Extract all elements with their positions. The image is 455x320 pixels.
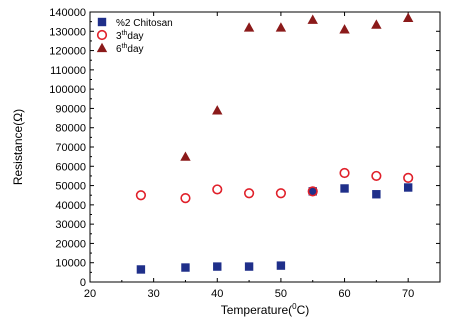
data-point — [307, 186, 318, 197]
data-point — [307, 14, 318, 24]
data-point — [339, 24, 350, 34]
x-tick-label: 70 — [402, 288, 414, 300]
y-tick-label: 80000 — [55, 123, 86, 135]
y-tick-label: 50000 — [55, 181, 86, 193]
data-point — [243, 22, 255, 32]
legend-entry-tail: day — [127, 44, 143, 55]
data-point — [180, 151, 191, 161]
data-point — [403, 183, 413, 192]
data-point — [243, 188, 255, 199]
y-tick-label: 70000 — [55, 142, 86, 154]
legend-marker — [97, 17, 107, 27]
data-point — [275, 188, 287, 199]
x-axis-label: Temperature(0C) — [221, 302, 310, 317]
x-tick-label: 20 — [84, 288, 96, 300]
y-tick-label: 90000 — [55, 103, 86, 115]
data-point — [339, 167, 350, 179]
legend-marker — [96, 42, 108, 53]
legend-entry-superscript: th — [122, 43, 128, 50]
y-tick-label: 30000 — [55, 219, 86, 231]
data-point — [308, 187, 317, 196]
data-point — [244, 262, 254, 271]
y-tick-label: 130000 — [49, 26, 86, 38]
y-tick-label: 100000 — [49, 84, 86, 96]
data-point — [181, 263, 190, 272]
legend-entry: %2 Chitosan — [116, 18, 173, 29]
y-tick-label: 0 — [80, 277, 86, 289]
legend-entry-main: %2 Chitosan — [116, 18, 173, 29]
x-axis-label-tail: C) — [297, 303, 310, 317]
y-tick-label: 110000 — [50, 65, 86, 77]
y-tick-label: 140000 — [49, 7, 86, 19]
y-tick-label: 20000 — [55, 238, 86, 250]
legend-entry-main: 3 — [116, 31, 122, 42]
data-point — [213, 262, 222, 271]
x-tick-label: 40 — [211, 288, 223, 300]
data-point — [180, 193, 191, 204]
x-tick-label: 60 — [338, 288, 350, 300]
x-tick-label: 30 — [148, 288, 160, 300]
series-2 — [180, 12, 414, 161]
data-point — [403, 172, 414, 183]
legend-marker — [96, 29, 108, 41]
data-point — [371, 170, 382, 182]
data-point — [135, 190, 147, 201]
x-axis-label-superscript: 0 — [292, 302, 297, 311]
series-1 — [135, 167, 414, 204]
data-point — [275, 22, 287, 32]
data-point — [276, 261, 286, 270]
data-point — [371, 19, 382, 29]
legend-entry-superscript: th — [122, 30, 128, 37]
y-axis-label: Resistance(Ω) — [11, 109, 25, 185]
data-point — [372, 190, 381, 199]
legend-entry-tail: day — [127, 31, 143, 42]
x-axis-label-main: Temperature( — [221, 303, 292, 317]
y-tick-label: 10000 — [55, 258, 86, 270]
y-tick-label: 60000 — [55, 161, 86, 173]
x-tick-label: 50 — [275, 288, 287, 300]
legend-entry: 6thday — [116, 43, 144, 55]
data-point — [212, 105, 223, 115]
legend-entry: 3thday — [116, 30, 144, 42]
series-0 — [136, 183, 413, 274]
plot-frame — [89, 11, 441, 283]
data-point — [136, 265, 146, 274]
legend-entry-main: 6 — [116, 44, 122, 55]
y-tick-label: 40000 — [55, 200, 86, 212]
data-point — [212, 184, 223, 195]
data-point — [402, 12, 414, 22]
data-point — [340, 184, 349, 193]
y-tick-label: 120000 — [49, 46, 86, 58]
